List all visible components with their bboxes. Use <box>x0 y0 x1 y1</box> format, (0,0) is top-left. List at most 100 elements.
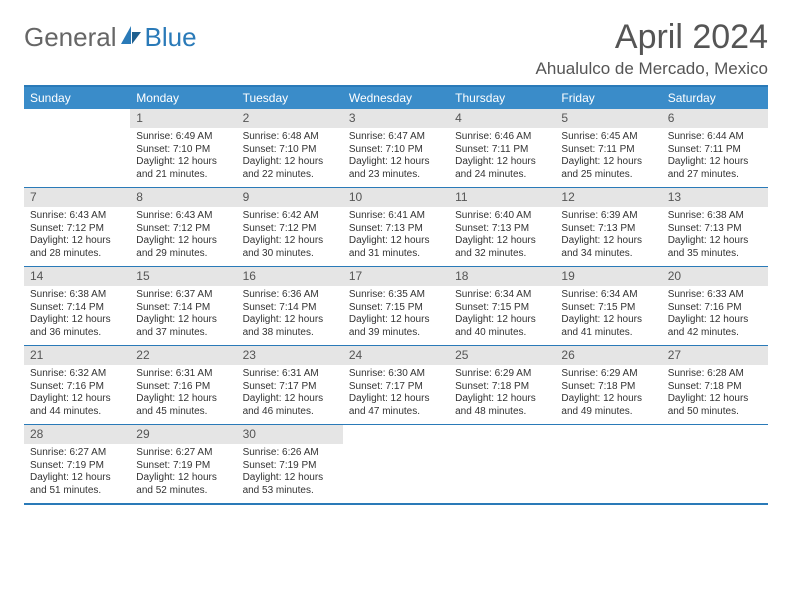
day-number: 17 <box>343 267 449 286</box>
calendar-cell: 10Sunrise: 6:41 AMSunset: 7:13 PMDayligh… <box>343 188 449 266</box>
sunset-line: Sunset: 7:19 PM <box>136 460 230 473</box>
cell-body: Sunrise: 6:33 AMSunset: 7:16 PMDaylight:… <box>662 286 768 345</box>
day-header: Tuesday <box>237 87 343 109</box>
day-number: 4 <box>449 109 555 128</box>
sunset-line: Sunset: 7:12 PM <box>243 223 337 236</box>
sunrise-line: Sunrise: 6:39 AM <box>561 210 655 223</box>
calendar-cell: 30Sunrise: 6:26 AMSunset: 7:19 PMDayligh… <box>237 425 343 503</box>
day-number: 14 <box>24 267 130 286</box>
sunset-line: Sunset: 7:13 PM <box>349 223 443 236</box>
daylight-line: Daylight: 12 hours and 34 minutes. <box>561 235 655 260</box>
day-header: Wednesday <box>343 87 449 109</box>
sunset-line: Sunset: 7:13 PM <box>668 223 762 236</box>
day-header: Monday <box>130 87 236 109</box>
daylight-line: Daylight: 12 hours and 40 minutes. <box>455 314 549 339</box>
day-number: 18 <box>449 267 555 286</box>
sunset-line: Sunset: 7:19 PM <box>30 460 124 473</box>
cell-body: Sunrise: 6:48 AMSunset: 7:10 PMDaylight:… <box>237 128 343 187</box>
sunrise-line: Sunrise: 6:31 AM <box>136 368 230 381</box>
calendar-cell: 5Sunrise: 6:45 AMSunset: 7:11 PMDaylight… <box>555 109 661 187</box>
day-number: 30 <box>237 425 343 444</box>
day-number: 6 <box>662 109 768 128</box>
day-header: Thursday <box>449 87 555 109</box>
calendar-cell: 7Sunrise: 6:43 AMSunset: 7:12 PMDaylight… <box>24 188 130 266</box>
day-number: 1 <box>130 109 236 128</box>
calendar-cell: 29Sunrise: 6:27 AMSunset: 7:19 PMDayligh… <box>130 425 236 503</box>
daylight-line: Daylight: 12 hours and 53 minutes. <box>243 472 337 497</box>
sunrise-line: Sunrise: 6:29 AM <box>561 368 655 381</box>
day-number: 27 <box>662 346 768 365</box>
sunrise-line: Sunrise: 6:37 AM <box>136 289 230 302</box>
location-subtitle: Ahualulco de Mercado, Mexico <box>536 59 768 79</box>
day-number: 26 <box>555 346 661 365</box>
sunset-line: Sunset: 7:13 PM <box>561 223 655 236</box>
sunrise-line: Sunrise: 6:49 AM <box>136 131 230 144</box>
day-number: 9 <box>237 188 343 207</box>
sunset-line: Sunset: 7:19 PM <box>243 460 337 473</box>
cell-body: Sunrise: 6:31 AMSunset: 7:16 PMDaylight:… <box>130 365 236 424</box>
daylight-line: Daylight: 12 hours and 23 minutes. <box>349 156 443 181</box>
sunset-line: Sunset: 7:16 PM <box>136 381 230 394</box>
calendar-cell: 13Sunrise: 6:38 AMSunset: 7:13 PMDayligh… <box>662 188 768 266</box>
cell-body: Sunrise: 6:40 AMSunset: 7:13 PMDaylight:… <box>449 207 555 266</box>
daylight-line: Daylight: 12 hours and 50 minutes. <box>668 393 762 418</box>
daylight-line: Daylight: 12 hours and 47 minutes. <box>349 393 443 418</box>
sunset-line: Sunset: 7:10 PM <box>243 144 337 157</box>
sunrise-line: Sunrise: 6:47 AM <box>349 131 443 144</box>
daylight-line: Daylight: 12 hours and 48 minutes. <box>455 393 549 418</box>
calendar-cell: 14Sunrise: 6:38 AMSunset: 7:14 PMDayligh… <box>24 267 130 345</box>
sunrise-line: Sunrise: 6:38 AM <box>30 289 124 302</box>
calendar-cell: 27Sunrise: 6:28 AMSunset: 7:18 PMDayligh… <box>662 346 768 424</box>
daylight-line: Daylight: 12 hours and 29 minutes. <box>136 235 230 260</box>
calendar-cell: 24Sunrise: 6:30 AMSunset: 7:17 PMDayligh… <box>343 346 449 424</box>
cell-body: Sunrise: 6:38 AMSunset: 7:13 PMDaylight:… <box>662 207 768 266</box>
calendar-cell: 11Sunrise: 6:40 AMSunset: 7:13 PMDayligh… <box>449 188 555 266</box>
cell-body: Sunrise: 6:26 AMSunset: 7:19 PMDaylight:… <box>237 444 343 503</box>
logo-sail-icon <box>119 22 143 53</box>
day-number: 29 <box>130 425 236 444</box>
sunrise-line: Sunrise: 6:31 AM <box>243 368 337 381</box>
calendar-cell: 4Sunrise: 6:46 AMSunset: 7:11 PMDaylight… <box>449 109 555 187</box>
calendar-cell: 18Sunrise: 6:34 AMSunset: 7:15 PMDayligh… <box>449 267 555 345</box>
calendar-cell: 26Sunrise: 6:29 AMSunset: 7:18 PMDayligh… <box>555 346 661 424</box>
calendar-cell: 3Sunrise: 6:47 AMSunset: 7:10 PMDaylight… <box>343 109 449 187</box>
day-number: 7 <box>24 188 130 207</box>
sunrise-line: Sunrise: 6:35 AM <box>349 289 443 302</box>
sunrise-line: Sunrise: 6:26 AM <box>243 447 337 460</box>
calendar-cell: 8Sunrise: 6:43 AMSunset: 7:12 PMDaylight… <box>130 188 236 266</box>
sunrise-line: Sunrise: 6:45 AM <box>561 131 655 144</box>
sunrise-line: Sunrise: 6:33 AM <box>668 289 762 302</box>
daylight-line: Daylight: 12 hours and 45 minutes. <box>136 393 230 418</box>
calendar-cell <box>555 425 661 503</box>
weeks-container: 1Sunrise: 6:49 AMSunset: 7:10 PMDaylight… <box>24 109 768 503</box>
sunrise-line: Sunrise: 6:34 AM <box>561 289 655 302</box>
sunset-line: Sunset: 7:11 PM <box>668 144 762 157</box>
day-header-row: SundayMondayTuesdayWednesdayThursdayFrid… <box>24 87 768 109</box>
daylight-line: Daylight: 12 hours and 51 minutes. <box>30 472 124 497</box>
logo-text-general: General <box>24 22 117 53</box>
cell-body: Sunrise: 6:35 AMSunset: 7:15 PMDaylight:… <box>343 286 449 345</box>
cell-body: Sunrise: 6:28 AMSunset: 7:18 PMDaylight:… <box>662 365 768 424</box>
logo-text-blue: Blue <box>145 22 197 53</box>
sunset-line: Sunset: 7:16 PM <box>668 302 762 315</box>
calendar-cell: 1Sunrise: 6:49 AMSunset: 7:10 PMDaylight… <box>130 109 236 187</box>
week-row: 7Sunrise: 6:43 AMSunset: 7:12 PMDaylight… <box>24 187 768 266</box>
day-number: 10 <box>343 188 449 207</box>
daylight-line: Daylight: 12 hours and 46 minutes. <box>243 393 337 418</box>
cell-body: Sunrise: 6:47 AMSunset: 7:10 PMDaylight:… <box>343 128 449 187</box>
day-number: 2 <box>237 109 343 128</box>
sunrise-line: Sunrise: 6:32 AM <box>30 368 124 381</box>
sunrise-line: Sunrise: 6:44 AM <box>668 131 762 144</box>
calendar-cell: 22Sunrise: 6:31 AMSunset: 7:16 PMDayligh… <box>130 346 236 424</box>
calendar-cell <box>343 425 449 503</box>
calendar-cell: 9Sunrise: 6:42 AMSunset: 7:12 PMDaylight… <box>237 188 343 266</box>
day-number: 15 <box>130 267 236 286</box>
cell-body: Sunrise: 6:43 AMSunset: 7:12 PMDaylight:… <box>130 207 236 266</box>
sunset-line: Sunset: 7:11 PM <box>561 144 655 157</box>
cell-body: Sunrise: 6:46 AMSunset: 7:11 PMDaylight:… <box>449 128 555 187</box>
sunrise-line: Sunrise: 6:34 AM <box>455 289 549 302</box>
cell-body: Sunrise: 6:29 AMSunset: 7:18 PMDaylight:… <box>449 365 555 424</box>
cell-body: Sunrise: 6:49 AMSunset: 7:10 PMDaylight:… <box>130 128 236 187</box>
day-number: 21 <box>24 346 130 365</box>
daylight-line: Daylight: 12 hours and 38 minutes. <box>243 314 337 339</box>
